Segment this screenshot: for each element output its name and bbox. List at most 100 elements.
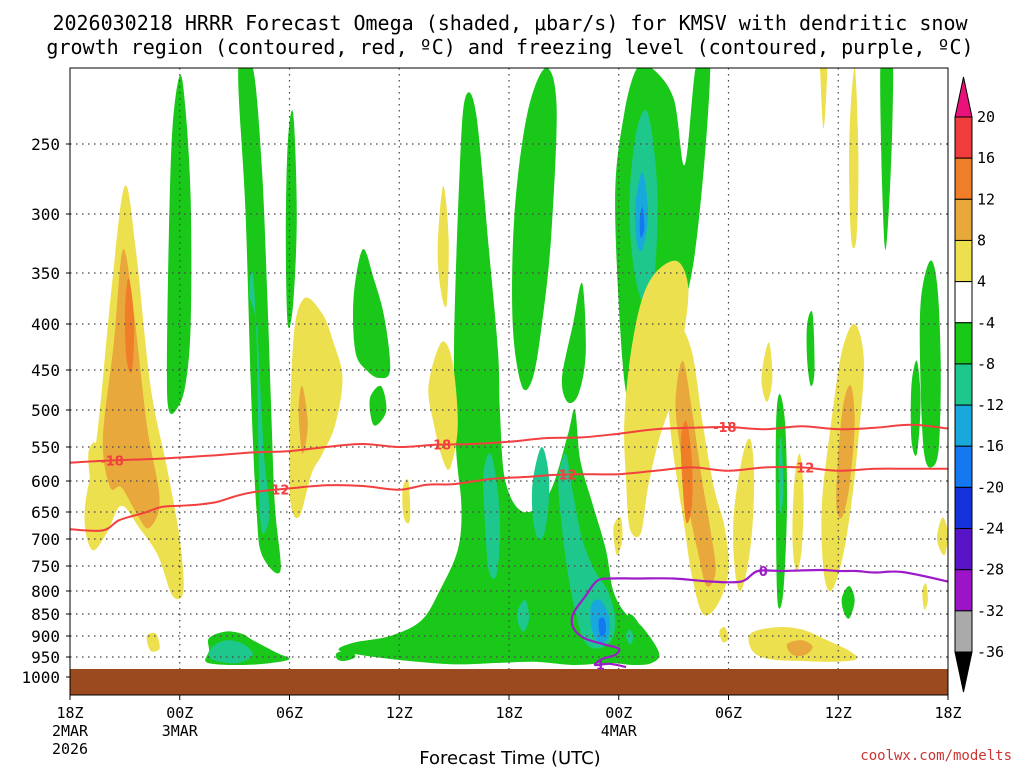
colorbar-swatch	[954, 116, 973, 159]
contours: -18 -18 -18 12 12 12 0 1	[70, 421, 948, 674]
omega-region-15	[561, 282, 586, 404]
y-tick-label: 700	[31, 530, 60, 549]
omega-region-4	[166, 74, 192, 415]
omega-region-39	[733, 438, 755, 592]
colorbar-tick-label: -16	[977, 437, 1004, 455]
omega-region-46	[806, 311, 815, 387]
omega-region-13	[338, 92, 660, 666]
x-tick-date: 2MAR	[52, 722, 89, 740]
x-tick-label: 12Z	[386, 704, 413, 722]
omega-region-55	[786, 640, 813, 657]
y-tick-label: 650	[31, 503, 60, 522]
y-tick-label: 950	[31, 648, 60, 667]
x-tick-label: 00Z	[605, 704, 632, 722]
colorbar-swatch	[954, 569, 973, 612]
colorbar-tick-label: -36	[977, 643, 1004, 661]
colorbar-tick-label: 8	[977, 231, 986, 249]
colorbar-tick-label: -4	[977, 314, 995, 332]
colorbar-swatch	[954, 198, 973, 241]
y-tick-label: 600	[31, 472, 60, 491]
colorbar: 20 16 12 8 4 -4 -8 -12 -16 -20 -24 -28 -32 -36	[954, 76, 1004, 693]
omega-region-26	[598, 617, 607, 637]
y-tick-label: 500	[31, 401, 60, 420]
x-tick-label: 06Z	[276, 704, 303, 722]
omega-region-6	[249, 271, 270, 534]
omega-region-53	[936, 517, 948, 556]
colorbar-top-arrow	[954, 76, 973, 118]
dgz-contour-1	[70, 465, 948, 532]
omega-region-23	[531, 447, 550, 540]
contour-label-dgz: 12	[271, 483, 289, 498]
omega-region-14	[512, 68, 557, 391]
omega-region-45	[836, 385, 855, 519]
omega-region-16	[437, 185, 449, 308]
omega-region-57	[841, 585, 855, 619]
omega-region-47	[820, 68, 828, 129]
x-tick-label: 06Z	[715, 704, 742, 722]
x-tick-date: 3MAR	[162, 722, 199, 740]
plot-area: -18 -18 -18 12 12 12 0 1	[69, 67, 949, 696]
omega-region-38	[680, 420, 693, 524]
omega-region-42	[778, 437, 784, 514]
ground-surface	[70, 669, 948, 695]
dgz-contour-0	[70, 423, 948, 464]
y-tick-label: 300	[31, 205, 60, 224]
colorbar-swatch	[954, 404, 973, 447]
colorbar-swatch	[954, 281, 973, 324]
grid	[70, 68, 948, 695]
contour-label-dgz: 12	[558, 469, 576, 484]
contour-label-dgz: 12	[796, 462, 814, 477]
x-axis-label: Forecast Time (UTC)	[419, 748, 600, 768]
omega-region-8	[289, 297, 343, 518]
omega-region-58	[719, 626, 729, 643]
omega-region-37	[675, 360, 716, 587]
contour-label-freezing: 0	[759, 565, 768, 580]
omega-region-24	[558, 453, 616, 649]
colorbar-swatch	[954, 528, 973, 571]
x-tick-label: 18Z	[495, 704, 522, 722]
omega-region-27	[517, 599, 530, 632]
contour-label-freezing: 1	[596, 659, 605, 674]
x-tick-date: 4MAR	[601, 722, 638, 740]
y-tick-label: 900	[31, 627, 60, 646]
colorbar-tick-label: -20	[977, 478, 1004, 496]
contour-label-dgz: -18	[428, 439, 452, 454]
omega-region-28	[622, 614, 644, 651]
omega-region-52	[910, 360, 921, 456]
colorbar-swatch	[954, 445, 973, 488]
x-tick-label: 00Z	[166, 704, 193, 722]
omega-region-51	[919, 260, 941, 468]
colorbar-swatch	[954, 363, 973, 406]
y-axis: 250 300 350 400 450 500 550 600 650 700 750 800 850 9…	[21, 135, 70, 687]
colorbar-tick-label: -32	[977, 602, 1004, 620]
omega-region-11	[369, 385, 387, 426]
omega-region-30	[613, 517, 623, 556]
y-tick-label: 850	[31, 605, 60, 624]
title-line-2: growth region (contoured, red, ºC) and f…	[46, 35, 973, 59]
colorbar-tick-label: 12	[977, 190, 995, 208]
colorbar-bottom-arrow	[954, 651, 973, 693]
omega-region-5	[238, 68, 281, 574]
omega-region-2	[124, 278, 135, 373]
colorbar-swatch	[954, 239, 973, 283]
colorbar-tick-label: -8	[977, 355, 995, 373]
colorbar-tick-label: -28	[977, 561, 1004, 579]
y-tick-label: 1000	[21, 668, 60, 687]
x-tick-year: 2026	[52, 740, 88, 758]
y-tick-label: 450	[31, 361, 60, 380]
colorbar-tick-label: 20	[977, 108, 995, 126]
colorbar-swatch	[954, 486, 973, 530]
y-tick-label: 350	[31, 264, 60, 283]
omega-region-40	[761, 342, 773, 402]
x-tick-label: 18Z	[934, 704, 961, 722]
omega-region-7	[285, 110, 297, 329]
omega-region-29	[626, 629, 634, 645]
omega-region-32	[208, 640, 253, 664]
y-tick-label: 800	[31, 582, 60, 601]
contour-label-dgz: -18	[713, 421, 737, 436]
colorbar-swatch	[954, 157, 973, 200]
chart-title: 2026030218 HRRR Forecast Omega (shaded, …	[46, 11, 973, 59]
y-tick-label: 250	[31, 135, 60, 154]
